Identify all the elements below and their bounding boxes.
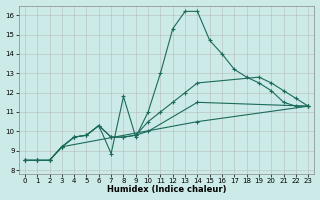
X-axis label: Humidex (Indice chaleur): Humidex (Indice chaleur)	[107, 185, 226, 194]
